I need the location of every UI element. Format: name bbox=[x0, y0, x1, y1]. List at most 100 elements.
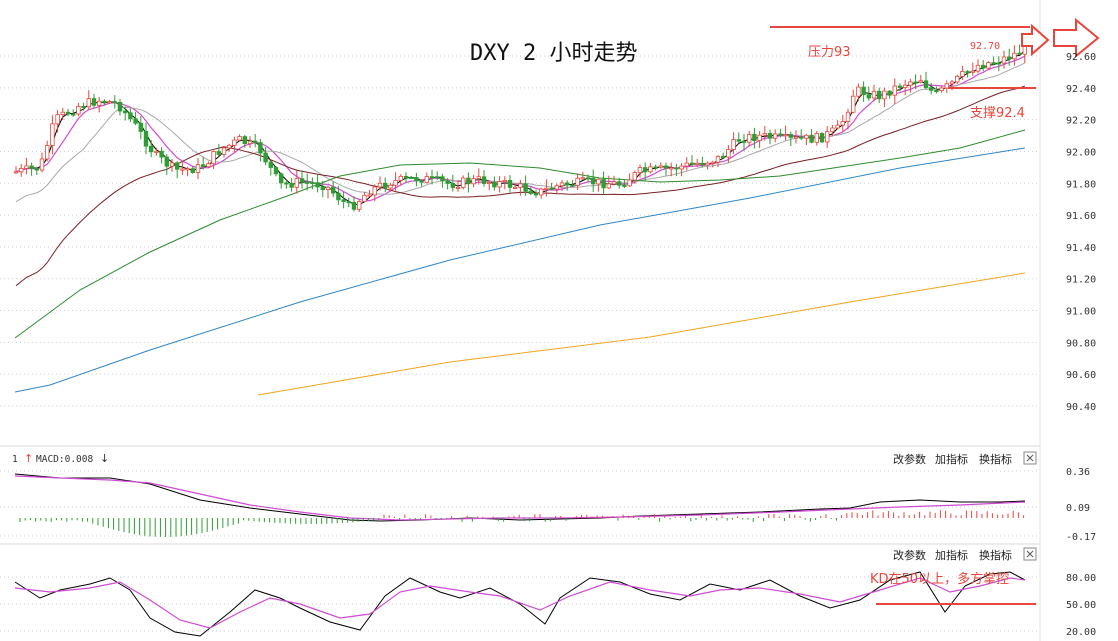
y-tick-label: 90.80 bbox=[1066, 338, 1096, 349]
y-tick-label: 92.00 bbox=[1066, 147, 1096, 158]
candle bbox=[710, 161, 715, 164]
candle bbox=[211, 151, 216, 165]
candle bbox=[866, 94, 871, 99]
candle bbox=[481, 176, 487, 184]
candle bbox=[814, 132, 819, 143]
candle bbox=[783, 134, 788, 137]
candle bbox=[377, 182, 383, 188]
candle bbox=[528, 190, 533, 194]
candle bbox=[232, 139, 237, 146]
candle bbox=[237, 136, 242, 141]
candle bbox=[13, 171, 19, 174]
candle bbox=[65, 111, 71, 115]
kd-switch-indicator[interactable]: 换指标 bbox=[979, 548, 1012, 562]
candle bbox=[356, 201, 362, 210]
macd-switch-indicator[interactable]: 换指标 bbox=[979, 452, 1012, 466]
candle bbox=[684, 162, 689, 167]
candle bbox=[773, 133, 778, 139]
candle bbox=[315, 182, 320, 188]
candle bbox=[419, 180, 424, 183]
candle bbox=[658, 165, 663, 168]
candle bbox=[648, 166, 653, 173]
arrow-right-icon-2 bbox=[1053, 17, 1100, 59]
candle bbox=[310, 182, 315, 185]
candle bbox=[273, 167, 279, 175]
candle bbox=[91, 98, 97, 106]
candle bbox=[190, 168, 195, 173]
candle bbox=[45, 145, 50, 160]
macd-y-tick-label: -0.17 bbox=[1066, 532, 1096, 543]
arrow-right-icon bbox=[1021, 23, 1050, 57]
candle bbox=[518, 183, 523, 188]
candle bbox=[408, 176, 414, 179]
candle bbox=[580, 177, 585, 180]
candle bbox=[627, 179, 632, 187]
candle bbox=[341, 199, 346, 202]
candle bbox=[294, 178, 299, 188]
candle bbox=[591, 177, 596, 185]
candle bbox=[434, 176, 440, 179]
candle bbox=[1001, 56, 1007, 64]
candle bbox=[856, 86, 861, 97]
candle bbox=[336, 192, 341, 201]
candle bbox=[164, 156, 169, 167]
candle bbox=[804, 134, 809, 139]
candle bbox=[897, 85, 903, 89]
candle bbox=[715, 155, 721, 163]
candle bbox=[258, 142, 263, 154]
y-tick-label: 91.80 bbox=[1066, 179, 1096, 190]
candle bbox=[570, 184, 575, 187]
candle bbox=[819, 132, 825, 143]
candle bbox=[476, 176, 481, 180]
macd-y-tick-label: 0.36 bbox=[1066, 467, 1090, 478]
candle bbox=[840, 121, 845, 126]
candle bbox=[242, 136, 247, 145]
candle bbox=[622, 184, 627, 187]
candle bbox=[159, 150, 164, 158]
candle bbox=[424, 176, 429, 183]
candle bbox=[689, 162, 695, 165]
candle bbox=[986, 62, 991, 69]
candle bbox=[502, 179, 507, 183]
candle bbox=[71, 113, 76, 116]
y-tick-label: 91.40 bbox=[1066, 243, 1096, 254]
candle bbox=[637, 167, 643, 173]
macd-close-icon[interactable] bbox=[1023, 451, 1037, 465]
candle bbox=[268, 161, 273, 168]
candle bbox=[887, 90, 892, 96]
candle bbox=[138, 122, 143, 132]
candle bbox=[455, 186, 461, 189]
candle bbox=[575, 177, 580, 186]
candle bbox=[944, 83, 949, 89]
kd-annotation: KD在50以上，多方掌控 bbox=[870, 571, 1009, 587]
macd-add-indicator[interactable]: 加指标 bbox=[935, 452, 968, 466]
y-tick-label: 91.60 bbox=[1066, 211, 1096, 222]
kd-change-params[interactable]: 改参数 bbox=[893, 548, 926, 562]
candle bbox=[903, 84, 908, 89]
candle bbox=[913, 81, 918, 84]
candle bbox=[643, 167, 648, 173]
candle bbox=[793, 136, 799, 139]
candle bbox=[351, 202, 357, 210]
macd-change-params[interactable]: 改参数 bbox=[893, 452, 926, 466]
candle bbox=[123, 110, 128, 114]
y-tick-label: 92.60 bbox=[1066, 52, 1096, 63]
candle bbox=[471, 178, 476, 185]
kd-close-icon[interactable] bbox=[1023, 547, 1037, 561]
candle bbox=[206, 163, 211, 168]
candle bbox=[97, 100, 102, 106]
ma-line-2 bbox=[15, 55, 1026, 202]
candle bbox=[403, 176, 409, 179]
candle bbox=[663, 165, 669, 169]
candle bbox=[934, 89, 939, 92]
candle bbox=[554, 185, 559, 190]
candle bbox=[679, 165, 684, 170]
kd-add-indicator[interactable]: 加指标 bbox=[935, 548, 968, 562]
candle bbox=[200, 164, 206, 168]
candle bbox=[705, 162, 710, 166]
y-tick-label: 90.60 bbox=[1066, 370, 1096, 381]
macd-prefix: 1 bbox=[12, 454, 18, 465]
macd-up-arrow-icon: ↑ bbox=[24, 452, 33, 465]
candle bbox=[372, 186, 377, 196]
candle bbox=[674, 167, 679, 170]
